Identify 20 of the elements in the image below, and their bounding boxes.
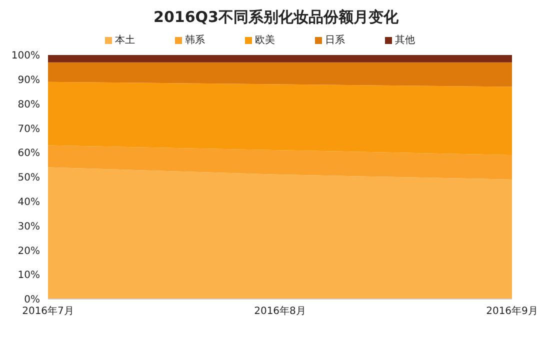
y-tick-label: 80%: [18, 99, 40, 110]
legend-label: 日系: [324, 34, 345, 47]
y-tick-label: 20%: [18, 246, 40, 257]
y-tick-label: 40%: [18, 196, 40, 208]
legend-label: 其他: [394, 34, 415, 47]
chart-title: 2016Q3不同系别化妆品份额月变化: [152, 8, 400, 27]
legend-label: 本土: [114, 34, 135, 47]
y-tick-label: 60%: [18, 148, 40, 160]
legend-label: 韩系: [184, 34, 205, 47]
y-tick-label: 50%: [18, 172, 40, 184]
y-tick-label: 0%: [24, 294, 40, 306]
x-tick-label: 2016年7月: [22, 305, 74, 318]
legend-label: 欧美: [254, 34, 275, 47]
y-tick-label: 90%: [18, 74, 40, 86]
y-tick-label: 10%: [18, 270, 40, 282]
y-tick-label: 30%: [18, 221, 40, 232]
x-tick-label: 2016年8月: [254, 305, 306, 318]
y-tick-label: 70%: [18, 124, 40, 135]
x-tick-label: 2016年9月: [486, 305, 538, 318]
y-tick-label: 100%: [11, 50, 40, 62]
